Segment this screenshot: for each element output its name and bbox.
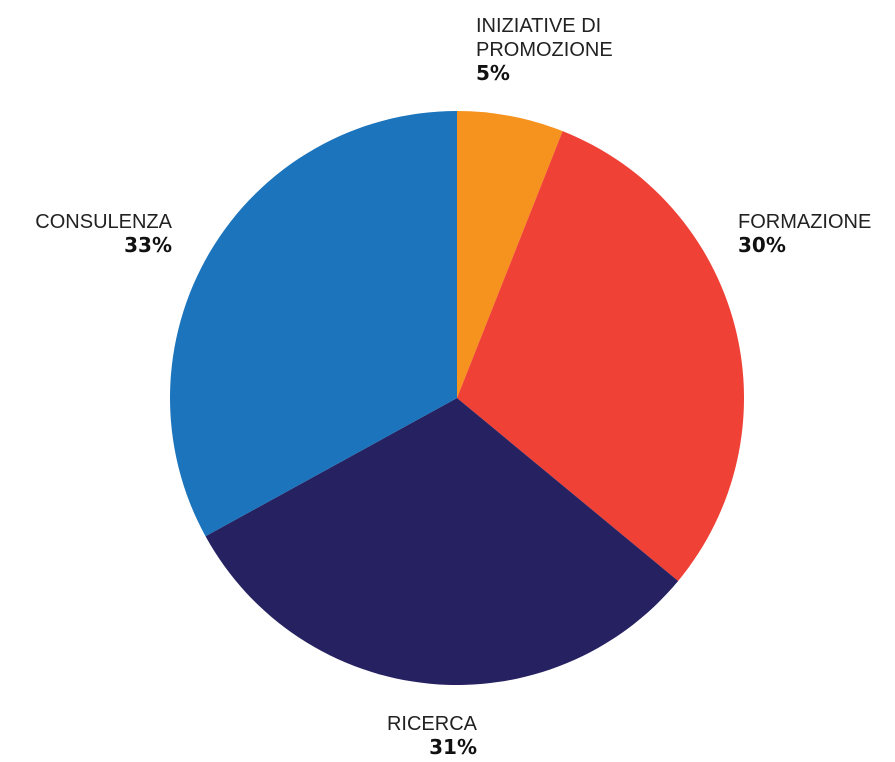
pie-slice-iniziative-di-promozione [457, 111, 563, 398]
slice-category-label: INIZIATIVE DI [476, 15, 601, 37]
slice-category-label: FORMAZIONE [738, 211, 871, 233]
slice-percent-label: 5% [476, 61, 510, 85]
pie-slices [170, 111, 745, 686]
slice-percent-label: 31% [429, 735, 477, 759]
slice-category-label: PROMOZIONE [476, 39, 613, 61]
pie-slice-ricerca [205, 398, 679, 686]
slice-percent-label: 30% [738, 233, 786, 257]
pie-slice-formazione [457, 131, 745, 581]
pie-slice-consulenza [170, 111, 457, 537]
slice-percent-label: 33% [124, 233, 172, 257]
slice-category-label: RICERCA [387, 713, 478, 735]
slice-category-label: CONSULENZA [35, 211, 172, 233]
